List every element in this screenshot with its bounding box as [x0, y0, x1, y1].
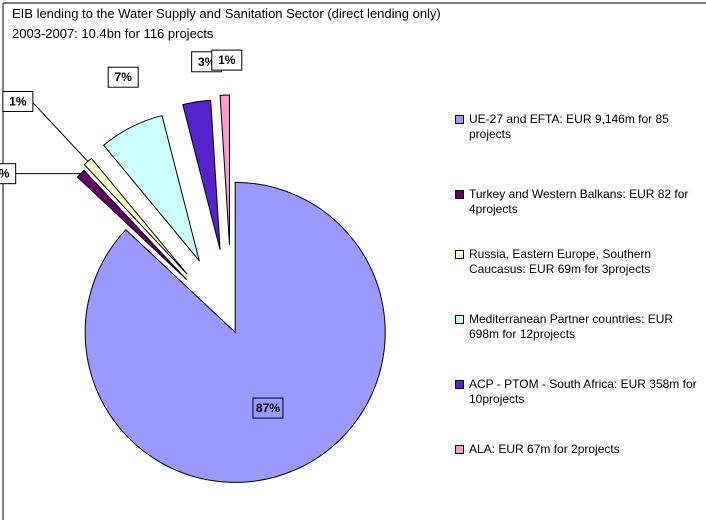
legend-swatch [455, 445, 464, 454]
pie-slice [102, 114, 200, 262]
data-label: 7% [115, 70, 133, 84]
chart-title: EIB lending to the Water Supply and Sani… [12, 6, 441, 21]
label-box [252, 397, 284, 419]
legend-item: ACP - PTOM - South Africa: EUR 358m for … [455, 377, 704, 407]
legend-label: Mediterranean Partner countries: EUR 698… [469, 312, 674, 341]
data-label: 87% [256, 401, 280, 415]
data-label: 3% [198, 55, 216, 69]
legend-item: Turkey and Western Balkans: EUR 82 for 4… [455, 187, 704, 217]
legend-swatch [455, 315, 464, 324]
legend-label: ALA: EUR 67m for 2projects [469, 442, 620, 456]
legend-label: UE-27 and EFTA: EUR 9,146m for 85 projec… [469, 112, 669, 141]
pie-slice [84, 181, 386, 483]
pie-slice [219, 94, 230, 246]
legend-label: Russia, Eastern Europe, Southern Caucasu… [469, 247, 652, 276]
legend-item: Russia, Eastern Europe, Southern Caucasu… [455, 247, 704, 277]
legend-swatch [455, 190, 464, 199]
label-box [0, 163, 17, 185]
pie-slice [76, 169, 188, 281]
legend-label: Turkey and Western Balkans: EUR 82 for 4… [469, 187, 689, 216]
label-box [107, 66, 139, 88]
legend-swatch [455, 115, 464, 124]
label-box [211, 49, 243, 71]
label-box [2, 90, 34, 112]
pie-slice [182, 99, 221, 251]
chart-subtitle: 2003-2007: 10.4bn for 116 projects [12, 26, 214, 41]
data-label: 1% [9, 94, 27, 108]
legend-item: UE-27 and EFTA: EUR 9,146m for 85 projec… [455, 112, 704, 142]
legend-swatch [455, 250, 464, 259]
leader-line [31, 101, 89, 162]
data-label: 1% [0, 167, 10, 181]
legend-item: ALA: EUR 67m for 2projects [455, 442, 704, 457]
legend-item: Mediterranean Partner countries: EUR 698… [455, 312, 704, 342]
legend-label: ACP - PTOM - South Africa: EUR 358m for … [469, 377, 697, 406]
data-label: 1% [218, 53, 236, 67]
legend-swatch [455, 380, 464, 389]
